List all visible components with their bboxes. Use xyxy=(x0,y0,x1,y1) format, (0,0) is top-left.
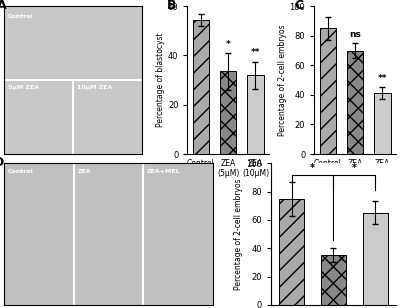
Text: ZEA: ZEA xyxy=(78,169,91,174)
Bar xyxy=(220,71,236,154)
Bar xyxy=(374,93,390,154)
Bar xyxy=(193,20,209,154)
Text: Control: Control xyxy=(8,14,34,18)
Text: C: C xyxy=(294,0,303,12)
Bar xyxy=(363,213,388,305)
Text: 5μM ZEA: 5μM ZEA xyxy=(8,84,39,90)
Bar xyxy=(347,51,363,154)
Bar xyxy=(320,28,336,154)
Text: A: A xyxy=(0,0,7,12)
Text: ZEA+MEL: ZEA+MEL xyxy=(147,169,181,174)
Text: 10μM ZEA: 10μM ZEA xyxy=(77,84,113,90)
Bar xyxy=(321,255,346,305)
Text: D: D xyxy=(0,156,4,169)
Text: *: * xyxy=(226,39,231,49)
Text: Control: Control xyxy=(8,169,34,174)
Text: **: ** xyxy=(378,74,387,83)
Text: *: * xyxy=(352,163,357,173)
Bar xyxy=(279,199,304,305)
Y-axis label: Percentage of 2-cell embryos: Percentage of 2-cell embryos xyxy=(234,178,243,290)
Text: B: B xyxy=(167,0,176,12)
Text: *: * xyxy=(310,163,315,173)
Bar xyxy=(247,75,264,154)
Text: ns: ns xyxy=(349,30,361,39)
Text: **: ** xyxy=(251,48,260,57)
Y-axis label: Percentage of 2-cell embryos: Percentage of 2-cell embryos xyxy=(278,24,287,136)
Y-axis label: Percentage of blastocyst: Percentage of blastocyst xyxy=(156,33,165,128)
